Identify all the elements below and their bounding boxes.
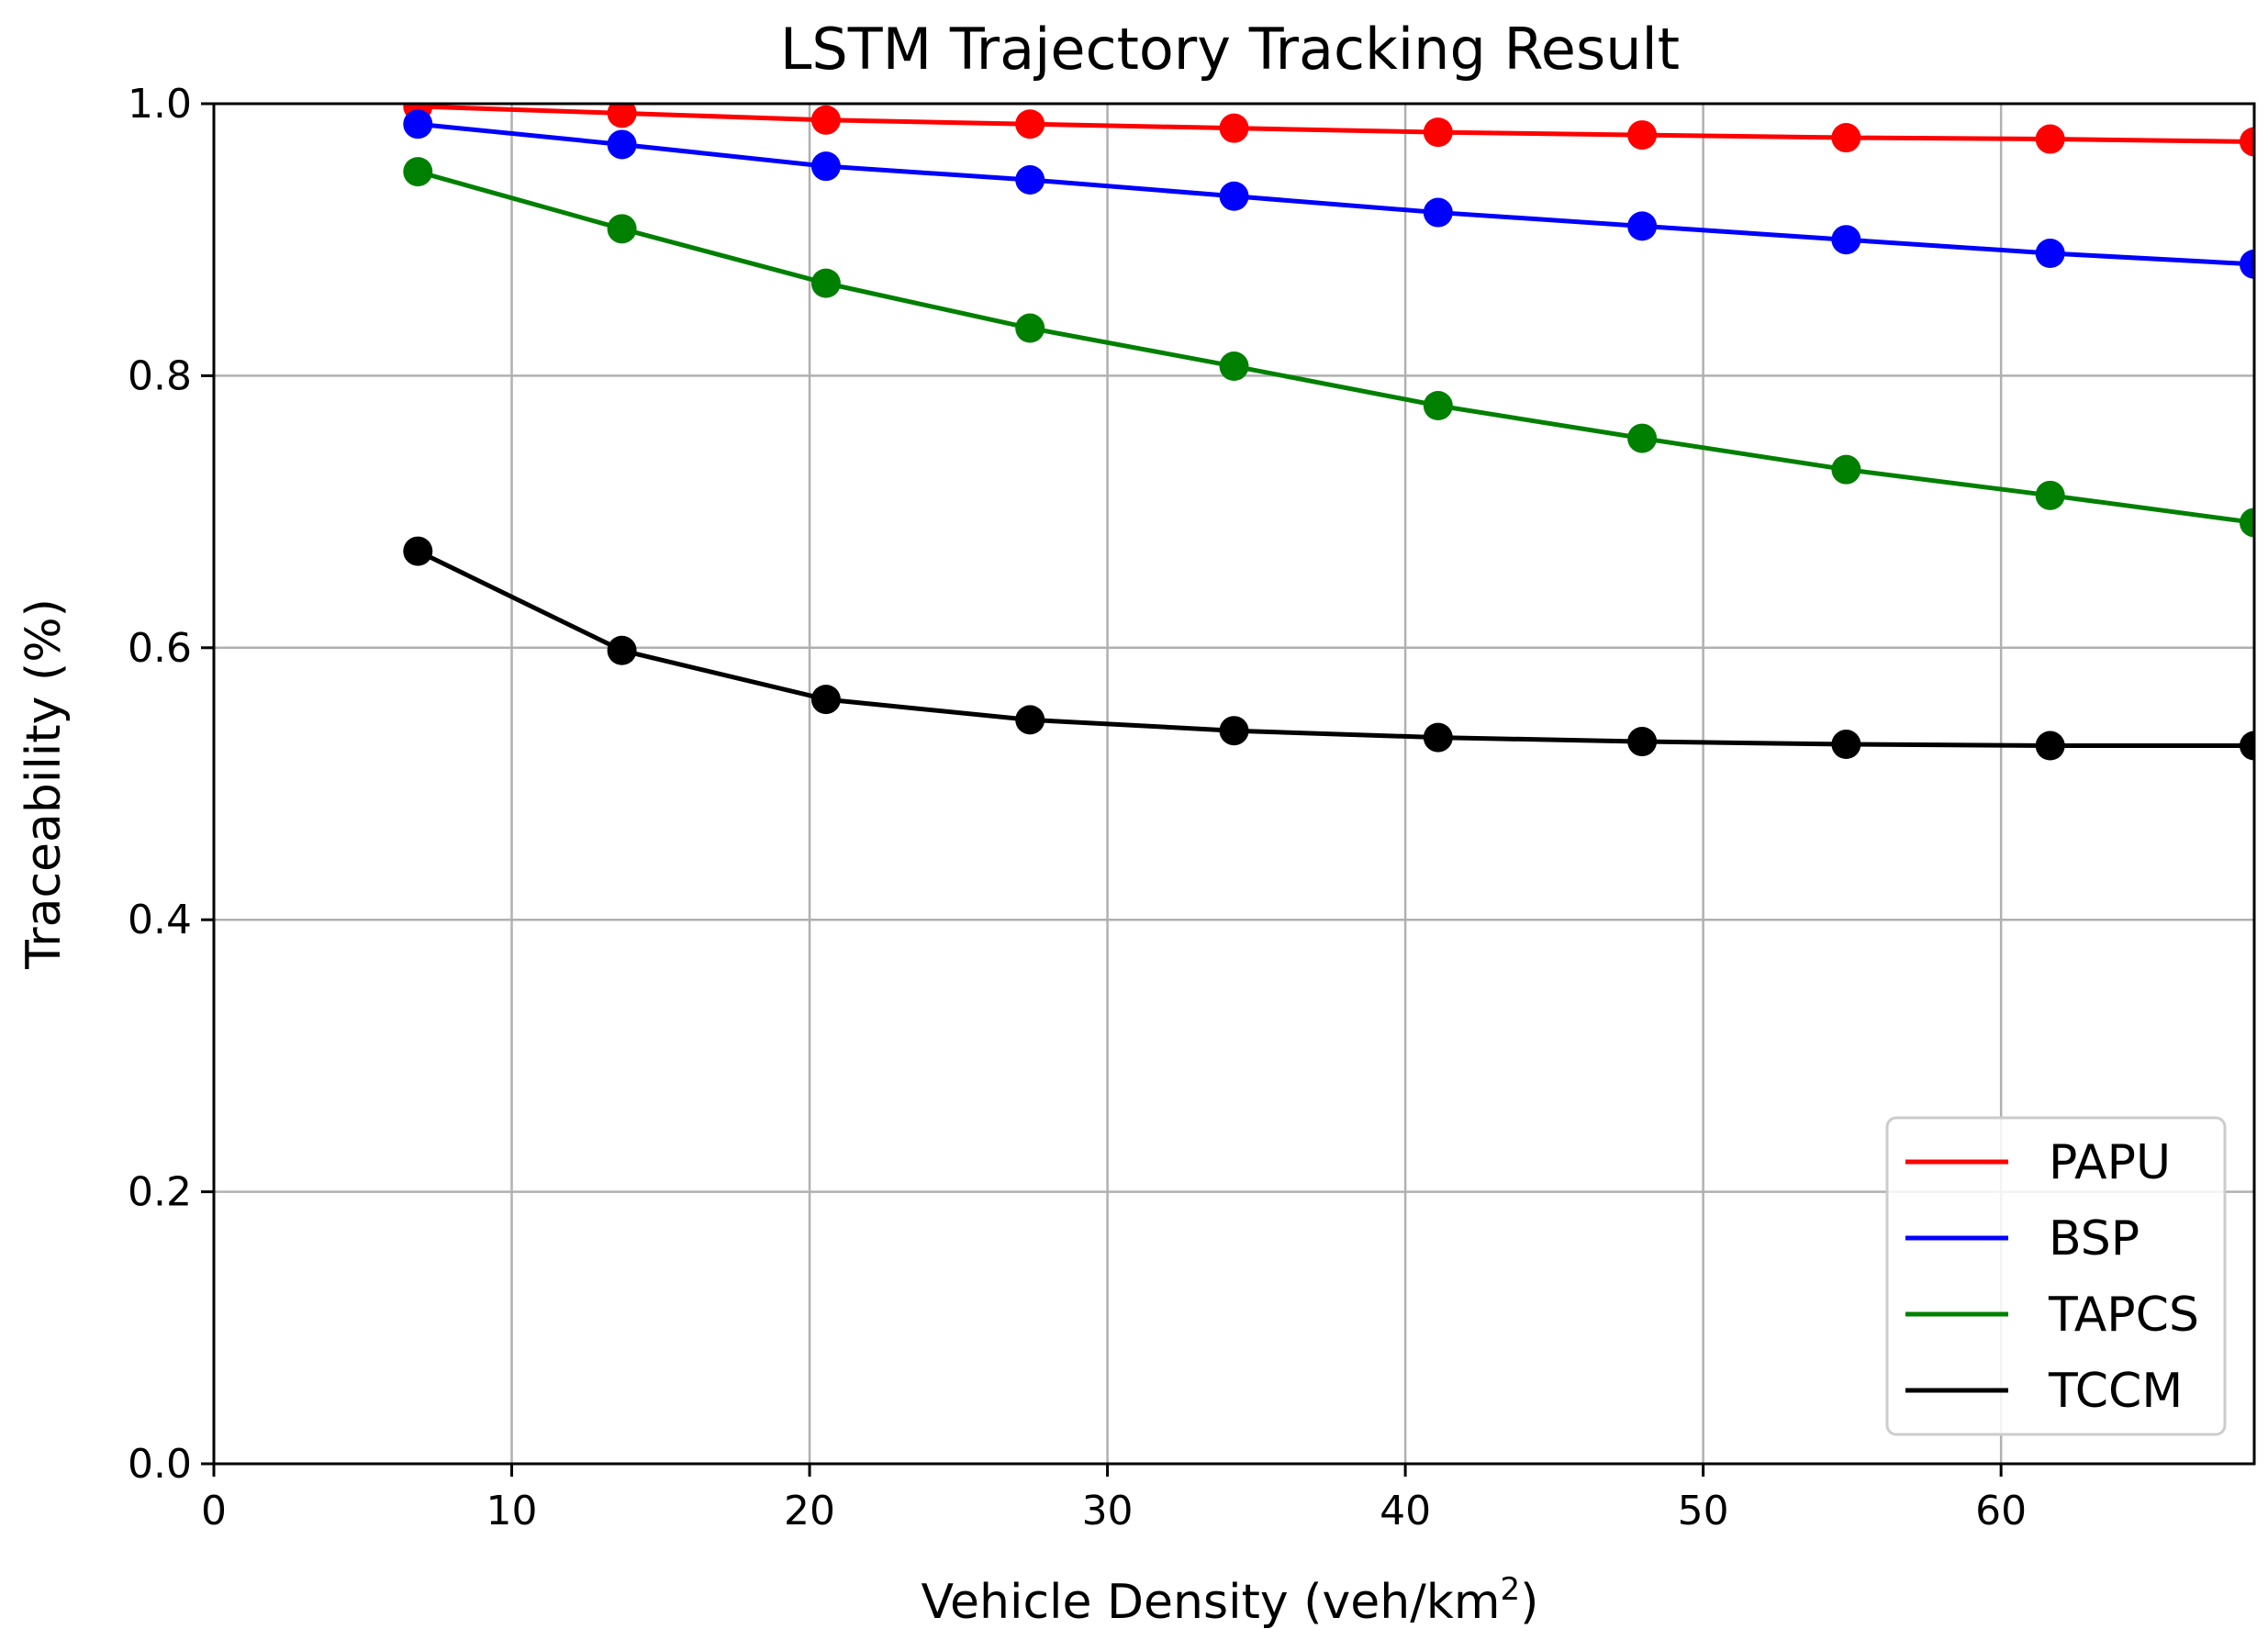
legend: PAPU BSP TAPCS TCCM	[1885, 1116, 2227, 1436]
chart-title: LSTM Trajectory Tracking Result	[780, 16, 1680, 83]
data-point-tapcs	[1423, 391, 1453, 421]
x-tick-label: 30	[1082, 1488, 1134, 1534]
data-point-tapcs	[1219, 351, 1249, 382]
data-point-bsp	[2035, 239, 2065, 269]
x-axis-label: Vehicle Density (veh/km2)	[922, 1571, 1539, 1630]
data-point-papu	[2035, 124, 2065, 154]
x-tick-label: 10	[486, 1488, 538, 1534]
data-point-papu	[1015, 109, 1045, 139]
data-point-tapcs	[607, 214, 637, 244]
x-tick-label: 60	[1975, 1488, 2027, 1534]
y-tick-label: 0.6	[128, 625, 192, 672]
data-point-bsp	[810, 151, 841, 182]
ticks: 0 10 20 30 40 50 60 0.0 0.2 0.4 0.6 0.8 1.0	[128, 81, 2027, 1534]
data-point-bsp	[1423, 197, 1453, 228]
x-axis-label-superscript: 2	[1501, 1571, 1521, 1608]
legend-label-tccm: TCCM	[2048, 1364, 2183, 1419]
x-axis-label-text: Vehicle Density (veh/km	[922, 1575, 1501, 1630]
legend-label-bsp: BSP	[2049, 1211, 2140, 1266]
data-point-tccm	[1423, 722, 1453, 753]
series	[403, 104, 2254, 761]
data-point-papu	[1627, 120, 1658, 151]
data-point-papu	[1831, 123, 1861, 153]
data-point-tapcs	[2035, 480, 2065, 510]
data-point-papu	[1219, 113, 1249, 143]
x-tick-label: 40	[1380, 1488, 1431, 1534]
x-tick-label: 50	[1678, 1488, 1729, 1534]
data-point-tccm	[1831, 730, 1861, 760]
data-point-tccm	[2035, 731, 2065, 761]
data-point-tapcs	[2240, 508, 2254, 538]
series-line-tapcs	[417, 169, 2254, 525]
data-point-papu	[2240, 127, 2254, 157]
data-point-tccm	[2240, 731, 2254, 761]
data-point-bsp	[607, 129, 637, 160]
data-point-tapcs	[1015, 313, 1045, 343]
x-axis-label-close: )	[1520, 1575, 1538, 1630]
data-point-tccm	[403, 536, 433, 566]
legend-label-tapcs: TAPCS	[2048, 1288, 2199, 1343]
data-point-bsp	[2240, 249, 2254, 279]
data-point-tapcs	[403, 157, 433, 187]
data-point-bsp	[1015, 164, 1045, 195]
y-tick-label: 0.4	[128, 897, 192, 943]
x-tick-label: 20	[784, 1488, 835, 1534]
y-tick-label: 0.8	[128, 352, 192, 399]
data-point-tccm	[607, 635, 637, 665]
series-line-papu	[418, 104, 2254, 144]
y-axis-label: Traceability (%)	[17, 598, 72, 970]
data-point-tccm	[810, 685, 841, 715]
series-line-tccm	[417, 549, 2254, 749]
data-point-tccm	[1015, 705, 1045, 735]
data-point-papu	[1423, 117, 1453, 148]
data-point-tapcs	[1831, 454, 1861, 485]
data-point-tccm	[1219, 716, 1249, 746]
y-tick-label: 1.0	[128, 81, 192, 128]
data-point-tapcs	[810, 268, 841, 298]
data-point-papu	[810, 105, 841, 135]
axes-frame	[212, 102, 2256, 1466]
data-point-tapcs	[1627, 423, 1658, 453]
y-tick-label: 0.2	[128, 1169, 192, 1216]
data-point-bsp	[1831, 225, 1861, 255]
legend-label-papu: PAPU	[2049, 1135, 2171, 1190]
data-point-papu	[607, 104, 637, 128]
data-point-tccm	[1627, 727, 1658, 757]
data-point-bsp	[1219, 181, 1249, 211]
series-line-bsp	[418, 121, 2254, 267]
legend-frame	[1885, 1116, 2227, 1436]
x-tick-label: 0	[201, 1488, 227, 1534]
data-point-bsp	[403, 109, 433, 139]
y-tick-label: 0.0	[128, 1441, 192, 1488]
data-point-bsp	[1627, 211, 1658, 241]
